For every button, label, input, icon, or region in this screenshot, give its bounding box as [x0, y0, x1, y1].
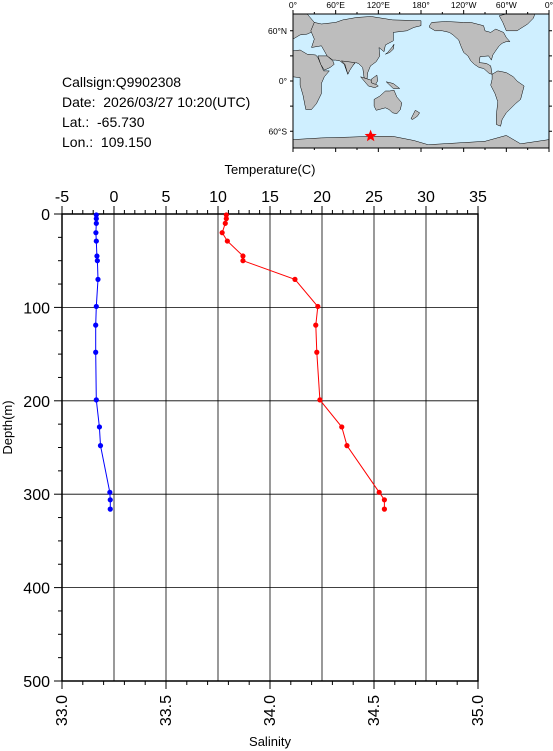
temperature-tick-label: 25 — [365, 189, 383, 206]
temperature-data-point — [315, 303, 321, 310]
temperature-data-point — [223, 212, 229, 218]
map-latitude-label: 0° — [279, 76, 287, 86]
temperature-data-point — [314, 349, 320, 355]
salinity-data-point — [93, 322, 99, 328]
map-land — [310, 16, 422, 80]
temperature-tick-label: 15 — [261, 189, 279, 206]
star-icon — [364, 129, 377, 142]
salinity-tick-label: 33.0 — [54, 695, 71, 726]
depth-tick-label: 400 — [23, 581, 50, 598]
salinity-data-point — [93, 238, 99, 244]
temperature-profile-line — [221, 214, 385, 510]
salinity-data-point — [107, 497, 113, 503]
map-longitude-label: 60°W — [496, 0, 517, 10]
map-land — [385, 44, 395, 55]
salinity-data-point — [93, 349, 99, 355]
map-latitude-label: 60°S — [268, 126, 287, 136]
map-longitude-label: 180° — [412, 0, 430, 10]
map-land — [340, 60, 356, 75]
map-land — [317, 55, 335, 71]
temperature-data-point — [292, 276, 298, 282]
salinity-data-point — [93, 220, 99, 226]
depth-axis-label: Depth(m) — [0, 400, 15, 454]
temperature-tick-label: 5 — [162, 189, 171, 206]
temperature-data-point — [313, 322, 319, 328]
map-land — [429, 21, 511, 75]
temperature-data-point — [223, 216, 229, 222]
salinity-data-point — [96, 424, 103, 430]
temperature-tick-label: 10 — [209, 189, 227, 206]
salinity-tick-label: 35.0 — [470, 695, 487, 726]
temperature-data-point — [219, 230, 225, 236]
map-land — [373, 89, 403, 114]
map-land — [370, 74, 378, 85]
salinity-tick-label: 34.5 — [366, 695, 383, 726]
salinity-data-point — [93, 397, 99, 403]
latitude-text: Lat.: -65.730 — [62, 114, 145, 130]
temperature-data-point — [222, 220, 228, 226]
temperature-tick-label: 35 — [469, 189, 487, 206]
salinity-data-point — [93, 303, 99, 310]
temperature-tick-label: 20 — [313, 189, 331, 206]
longitude-text: Lon.: 109.150 — [62, 134, 152, 150]
salinity-data-point — [93, 230, 99, 236]
map-longitude-label: 120°W — [451, 0, 477, 10]
salinity-data-point — [93, 212, 99, 218]
map-land — [292, 49, 330, 110]
date-text: Date: 2026/03/27 10:20(UTC) — [62, 94, 251, 110]
map-land — [385, 81, 401, 89]
temperature-axis-label: Temperature(C) — [224, 162, 315, 177]
salinity-data-point — [95, 276, 101, 282]
temperature-tick-label: 30 — [417, 189, 435, 206]
salinity-data-point — [94, 258, 100, 264]
callsign-text: Callsign:Q9902308 — [62, 74, 182, 90]
salinity-data-point — [93, 216, 99, 222]
map-longitude-label: 0° — [545, 0, 553, 10]
salinity-data-point — [94, 253, 100, 259]
salinity-data-point — [97, 443, 104, 449]
depth-tick-label: 500 — [23, 674, 50, 691]
temperature-data-point — [317, 397, 323, 403]
map-longitude-label: 60°E — [326, 0, 345, 10]
temperature-data-point — [381, 497, 387, 503]
map-longitude-label: 0° — [289, 0, 297, 10]
map-land — [359, 76, 379, 88]
map-land — [410, 109, 420, 120]
temperature-tick-label: 0 — [110, 189, 119, 206]
temperature-data-point — [344, 443, 350, 449]
depth-tick-label: 0 — [41, 207, 50, 224]
salinity-data-point — [107, 506, 113, 512]
salinity-data-point — [107, 489, 113, 495]
temperature-data-point — [376, 489, 382, 495]
temperature-data-point — [224, 238, 230, 244]
depth-tick-label: 100 — [23, 300, 50, 317]
map-latitude-label: 60°N — [268, 26, 287, 36]
map-land — [490, 70, 525, 127]
salinity-tick-label: 34.0 — [262, 695, 279, 726]
depth-tick-label: 200 — [23, 394, 50, 411]
temperature-data-point — [240, 253, 246, 259]
temperature-data-point — [339, 424, 345, 430]
temperature-tick-label: -5 — [55, 189, 69, 206]
salinity-axis-label: Salinity — [249, 734, 291, 749]
map-longitude-label: 120°E — [367, 0, 391, 10]
float-info-panel: Callsign:Q9902308 Date: 2026/03/27 10:20… — [62, 72, 250, 152]
temperature-data-point — [381, 506, 387, 512]
temperature-data-point — [240, 258, 246, 264]
depth-tick-label: 300 — [23, 487, 50, 504]
salinity-tick-label: 33.5 — [158, 695, 175, 726]
